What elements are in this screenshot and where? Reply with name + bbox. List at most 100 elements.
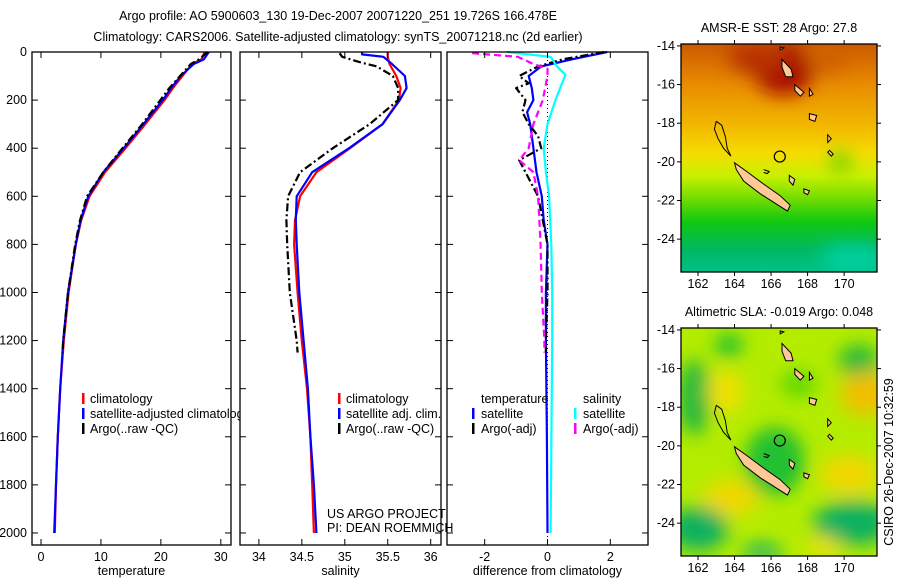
island [808, 396, 818, 406]
reef-outline [763, 169, 771, 175]
figure-title-line1: Argo profile: AO 5900603_130 19-Dec-2007… [119, 9, 557, 23]
map-sla-map: Altimetric SLA: -0.019 Argo: 0.048 162 164… [657, 305, 881, 575]
field-anomaly [707, 369, 744, 414]
island [733, 445, 791, 496]
map-sst-map: AMSR-E SST: 28 Argo: 27.8 162 164 166 168 170… [657, 21, 881, 291]
legend-entry: satellite adj. clim. [346, 407, 441, 421]
map-title: AMSR-E SST: 28 Argo: 27.8 [701, 21, 857, 35]
island [779, 330, 786, 335]
legend-swatch [472, 408, 475, 419]
legend-entry: Argo(-adj) [481, 422, 537, 436]
x-tick-label: 34.5 [290, 550, 314, 564]
x-tick-label: 35 [338, 550, 352, 564]
island [827, 149, 834, 157]
x-tick-label: 2 [607, 550, 614, 564]
legend-header: salinity [583, 392, 622, 406]
island [779, 46, 786, 51]
lon-tick-label: 168 [797, 561, 818, 575]
field-anomaly [819, 454, 877, 495]
legend-entry: satellite [481, 407, 523, 421]
legend-swatch [574, 423, 577, 434]
legend-entry: Argo(..raw -QC) [90, 422, 178, 436]
legend-entry: satellite-adjusted climatology [90, 407, 251, 421]
series-line-argo-raw-qc- [61, 51, 209, 353]
y-tick-label: 1400 [0, 382, 27, 396]
x-axis-label: difference from climatology [473, 564, 623, 578]
panel-temperature: 0 10 20 30 0 200 400 600 800 1000 1200 1400 1600 1800… [0, 45, 251, 578]
argo-profile-marker [773, 434, 786, 447]
field-anomaly [728, 44, 789, 74]
series-line-temperature-satellite [525, 50, 608, 534]
island [794, 367, 805, 381]
argo-profile-marker [773, 150, 786, 163]
lat-tick-label: -18 [657, 400, 675, 414]
field-anomaly [830, 151, 851, 172]
field-features [681, 333, 877, 556]
y-tick-label: 0 [20, 45, 27, 59]
island [788, 458, 796, 471]
map-field [681, 328, 877, 556]
legend: temperaturesatelliteArgo(-adj)salinitysa… [472, 392, 639, 436]
map-title: Altimetric SLA: -0.019 Argo: 0.048 [685, 305, 873, 319]
legend-swatch [338, 408, 341, 419]
panel-salinity: 34 34.5 35 35.5 36 salinity climatologysatelli… [239, 51, 442, 578]
lon-tick-label: 166 [761, 277, 782, 291]
legend-swatch [82, 408, 85, 419]
field-anomaly [838, 344, 877, 377]
x-tick-label: 0 [38, 550, 45, 564]
y-tick-label: 1600 [0, 430, 27, 444]
x-tick-label: 10 [94, 550, 108, 564]
island [803, 188, 811, 196]
series-line-argo-raw-qc- [285, 52, 400, 353]
y-tick-label: 400 [6, 141, 27, 155]
field-features [728, 44, 877, 272]
legend-entry: climatology [90, 392, 153, 406]
y-tick-label: 1200 [0, 334, 27, 348]
field-anomaly [819, 244, 877, 272]
island [794, 83, 805, 97]
field-anomaly [681, 506, 728, 551]
y-tick-label: 600 [6, 189, 27, 203]
legend-swatch [574, 408, 577, 419]
field-anomaly [803, 44, 848, 72]
island [808, 86, 814, 98]
field-anomaly [808, 536, 841, 556]
lon-tick-label: 168 [797, 277, 818, 291]
y-tick-label: 800 [6, 237, 27, 251]
lat-tick-label: -16 [657, 362, 675, 376]
reef-outline [713, 404, 732, 441]
x-tick-label: 34 [252, 550, 266, 564]
legend-swatch [338, 423, 341, 434]
field-anomaly [780, 370, 817, 399]
reef-outline [763, 453, 771, 459]
legend-entry: Argo(..raw -QC) [346, 422, 434, 436]
field-anomaly [744, 427, 805, 496]
lon-tick-label: 164 [724, 561, 745, 575]
field-anomaly [840, 371, 877, 416]
lon-tick-label: 166 [761, 561, 782, 575]
legend-entry: climatology [346, 392, 409, 406]
island [808, 370, 814, 382]
x-axis-label: salinity [321, 564, 360, 578]
lat-tick-label: -20 [657, 155, 675, 169]
x-tick-label: 36 [424, 550, 438, 564]
lat-tick-label: -14 [657, 323, 675, 337]
island [781, 58, 794, 78]
map-frame [680, 43, 878, 273]
legend-swatch [472, 423, 475, 434]
lon-tick-label: 164 [724, 277, 745, 291]
lon-tick-label: 162 [688, 561, 709, 575]
x-tick-label: 30 [214, 550, 228, 564]
legend-swatch [82, 393, 85, 404]
lon-tick-label: 170 [834, 277, 855, 291]
x-tick-label: 20 [154, 550, 168, 564]
lat-tick-label: -22 [657, 194, 675, 208]
island [827, 417, 832, 428]
pi-label: PI: DEAN ROEMMICH [327, 521, 453, 535]
island [827, 133, 832, 144]
lat-tick-label: -22 [657, 478, 675, 492]
legend-swatch [82, 423, 85, 434]
plot-background [32, 52, 231, 545]
